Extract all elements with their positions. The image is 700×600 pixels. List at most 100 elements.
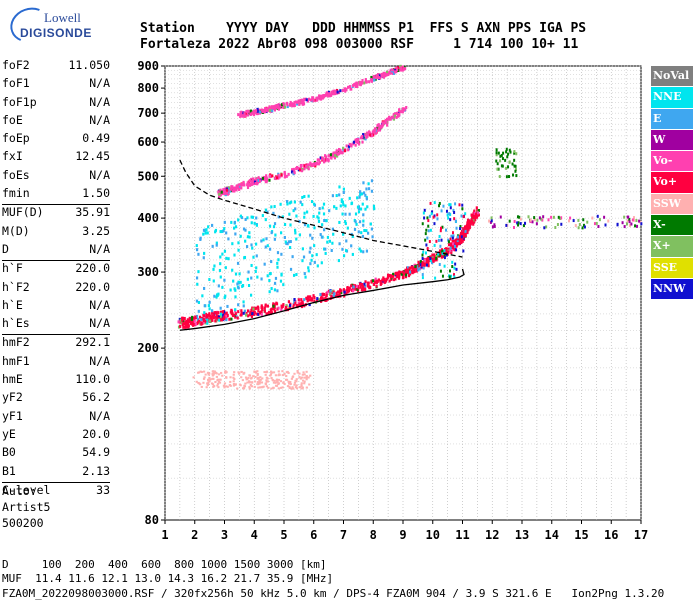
echo-point	[319, 233, 322, 237]
echo-point	[402, 67, 406, 71]
echo-point	[254, 109, 258, 113]
echo-point	[453, 275, 456, 279]
echo-point	[583, 225, 586, 229]
echo-point	[228, 317, 231, 321]
echo-point	[321, 206, 324, 210]
echo-point	[326, 240, 329, 244]
echo-point	[501, 157, 504, 161]
echo-point	[417, 268, 420, 272]
echo-point	[426, 260, 429, 264]
echo-point	[370, 189, 374, 193]
echo-point	[247, 183, 250, 187]
echo-point	[476, 214, 479, 218]
echo-point	[271, 109, 274, 113]
echo-point	[188, 316, 191, 320]
echo-point	[183, 322, 186, 326]
echo-point	[442, 204, 445, 208]
echo-point	[235, 315, 238, 319]
param-value: N/A	[89, 94, 110, 109]
echo-point	[529, 218, 532, 222]
echo-point	[305, 376, 308, 379]
echo-point	[421, 256, 424, 260]
echo-point	[299, 200, 302, 204]
echo-point	[332, 232, 335, 236]
echo-point	[179, 324, 182, 328]
echo-point	[292, 103, 295, 107]
echo-point	[404, 268, 407, 272]
echo-point	[271, 379, 275, 382]
echo-point	[255, 312, 258, 316]
echo-point	[419, 263, 422, 267]
echo-point	[459, 225, 462, 229]
param-row: B0 54.9	[2, 445, 110, 463]
echo-point	[224, 294, 227, 298]
echo-point	[248, 387, 251, 390]
echo-point	[184, 325, 187, 329]
echo-point	[255, 254, 258, 258]
echo-point	[470, 218, 473, 222]
echo-point	[362, 219, 365, 223]
echo-point	[281, 374, 284, 377]
echo-point	[266, 244, 269, 248]
echo-point	[327, 289, 331, 293]
echo-point	[293, 171, 296, 175]
echo-point	[396, 275, 399, 279]
echo-point	[365, 229, 368, 233]
echo-point	[230, 220, 233, 224]
echo-point	[348, 142, 351, 146]
echo-point	[363, 287, 367, 291]
echo-point	[252, 177, 255, 181]
echo-point	[315, 96, 318, 100]
echo-point	[466, 231, 469, 235]
echo-point	[286, 105, 289, 109]
echo-point	[533, 218, 536, 222]
echo-point	[340, 150, 343, 154]
echo-point	[394, 277, 397, 281]
echo-point	[287, 240, 290, 244]
param-row: MUF(D) 35.91	[2, 204, 110, 223]
echo-point	[460, 240, 463, 244]
echo-point	[247, 109, 250, 113]
echo-point	[364, 284, 367, 288]
echo-point	[225, 318, 228, 322]
echo-point	[370, 134, 374, 138]
echo-point	[441, 225, 444, 229]
echo-point	[341, 212, 344, 216]
echo-point	[533, 216, 536, 220]
echo-point	[299, 98, 302, 102]
echo-point	[378, 75, 382, 79]
echo-point	[377, 127, 380, 131]
echo-point	[593, 222, 596, 226]
echo-point	[508, 219, 511, 223]
echo-point	[205, 320, 208, 324]
echo-point	[200, 371, 203, 374]
echo-point	[222, 317, 225, 321]
echo-point	[628, 224, 631, 228]
echo-point	[305, 165, 308, 169]
echo-point	[239, 313, 242, 317]
echo-point	[312, 214, 315, 218]
echo-point	[574, 224, 577, 228]
echo-point	[298, 303, 301, 307]
echo-point	[429, 256, 432, 260]
x-tick-label: 14	[545, 528, 559, 542]
echo-point	[393, 71, 396, 75]
echo-point	[315, 299, 319, 303]
echo-point	[389, 275, 392, 279]
echo-point	[320, 294, 323, 298]
echo-point	[332, 290, 335, 294]
echo-point	[270, 260, 273, 264]
echo-point	[493, 224, 496, 228]
param-value: 292.1	[75, 335, 110, 350]
echo-point	[464, 233, 467, 237]
x-tick-label: 9	[399, 528, 406, 542]
echo-point	[322, 157, 325, 161]
echo-point	[272, 225, 276, 229]
echo-point	[325, 293, 328, 297]
echo-point	[234, 272, 238, 276]
param-value: N/A	[89, 241, 110, 256]
echo-point	[352, 289, 355, 293]
param-name: h`F	[2, 261, 23, 276]
echo-point	[237, 280, 240, 284]
echo-point	[578, 223, 581, 227]
